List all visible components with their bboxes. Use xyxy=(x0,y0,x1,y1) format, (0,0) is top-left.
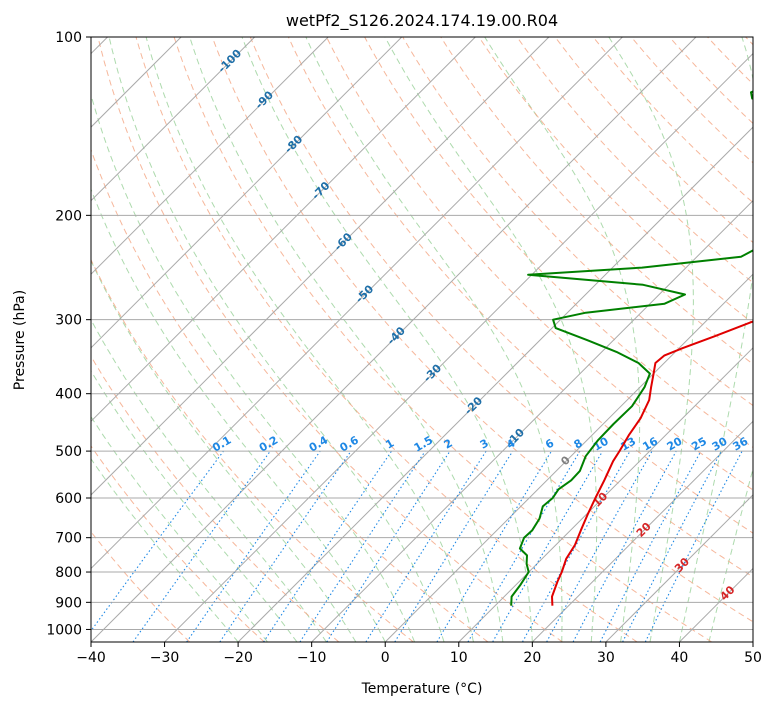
moist-adiabat-line xyxy=(708,467,753,642)
mixing-ratio-line xyxy=(644,450,743,642)
isotherms xyxy=(91,37,753,642)
isotherm-line xyxy=(458,347,753,642)
dry-adiabat-line xyxy=(249,37,753,578)
isotherm-line xyxy=(91,37,697,642)
isotherm-line xyxy=(605,494,753,642)
moist-adiabat-line xyxy=(384,37,598,642)
mixing-ratio-line xyxy=(186,450,321,642)
y-axis-ticks: 1000 900 800 700 600 500 400 300 200 100 xyxy=(46,30,91,638)
isotherm-line xyxy=(164,52,753,642)
dry-adiabat-line xyxy=(173,37,713,642)
y-tick-label: 800 xyxy=(55,565,82,581)
isotherm-line xyxy=(91,37,550,496)
y-tick-label: 100 xyxy=(55,30,82,46)
y-tick-label: 700 xyxy=(55,531,82,547)
moist-adiabat-line xyxy=(91,259,357,642)
moist-adiabat-line xyxy=(241,37,533,642)
temperature-profile-line xyxy=(551,320,753,606)
moist-adiabat-line xyxy=(91,369,298,642)
pressure-gridlines xyxy=(91,37,753,630)
y-tick-label: 500 xyxy=(55,444,82,460)
y-axis-label: Pressure (hPa) xyxy=(12,290,28,390)
isotherm-line xyxy=(237,126,753,642)
isotherm-line xyxy=(384,273,753,642)
y-tick-label: 200 xyxy=(55,208,82,224)
sounding-series xyxy=(510,90,753,606)
y-tick-label: 400 xyxy=(55,387,82,403)
y-tick-label: 900 xyxy=(55,595,82,611)
x-tick-label: −10 xyxy=(297,650,327,666)
x-axis-ticks: −40 −30 −20 −10 0 10 20 30 40 50 xyxy=(76,642,762,666)
mixing-ratio-line xyxy=(326,450,451,642)
dry-adiabat-line xyxy=(97,37,563,642)
mixing-ratio-line xyxy=(299,450,426,642)
x-tick-label: 50 xyxy=(744,650,762,666)
dewpoint-profile-line xyxy=(510,90,753,606)
x-tick-label: 0 xyxy=(381,650,390,666)
isotherm-line xyxy=(311,199,753,642)
plot-frame xyxy=(90,36,754,643)
mixing-ratio-line xyxy=(219,450,352,642)
moist-adiabat-line xyxy=(108,37,445,642)
moist-adiabat-line xyxy=(189,37,504,642)
dry-adiabat-line xyxy=(91,258,414,642)
moist-adiabat-line xyxy=(608,37,694,642)
mixing-ratio-line xyxy=(91,450,224,632)
mixing-ratio-line xyxy=(572,450,677,642)
dry-adiabat-line xyxy=(326,37,753,491)
moist-adiabat-line xyxy=(145,37,474,642)
moist-adiabat-line xyxy=(91,188,386,642)
mixing-ratio-line xyxy=(522,450,631,642)
y-tick-label: 300 xyxy=(55,313,82,329)
x-axis-label: Temperature (°C) xyxy=(361,681,483,697)
mixing-ratio-line xyxy=(394,450,514,642)
dry-adiabat-line xyxy=(135,37,638,642)
isotherm-line xyxy=(91,37,329,275)
chart-title: wetPf2_S126.2024.174.19.00.R04 xyxy=(286,11,558,31)
moist-adiabat-line xyxy=(91,457,239,642)
dry-adiabat-line xyxy=(287,37,753,534)
moist-adiabat-line xyxy=(305,37,563,642)
isotherm-line xyxy=(91,37,256,202)
moist-adiabat-line xyxy=(484,37,641,642)
x-tick-label: −20 xyxy=(223,650,253,666)
x-tick-label: 10 xyxy=(450,650,468,666)
isotherm-line xyxy=(91,37,623,570)
x-tick-label: −30 xyxy=(150,650,180,666)
mixing-ratio-line xyxy=(546,450,653,642)
moist-adiabats xyxy=(91,37,753,642)
isotherm-line xyxy=(531,420,753,642)
y-tick-label: 1000 xyxy=(46,622,82,638)
moist-adiabat-line xyxy=(678,37,753,642)
isotherm-line xyxy=(91,37,476,423)
isotherm-line xyxy=(91,37,403,349)
mixing-ratio-line xyxy=(263,450,392,642)
x-tick-label: 30 xyxy=(597,650,615,666)
plot-area: -100-90-80-70-60-50-40-30-20-10010203040… xyxy=(91,37,753,642)
dry-adiabat-line xyxy=(91,355,340,642)
y-tick-label: 600 xyxy=(55,491,82,507)
x-tick-label: −40 xyxy=(76,650,106,666)
moist-adiabat-line xyxy=(91,318,327,642)
mixing-ratio-line xyxy=(132,450,271,642)
mixing-ratio-lines xyxy=(91,450,743,642)
dry-adiabat-line xyxy=(91,445,265,642)
x-tick-label: 20 xyxy=(523,650,541,666)
moist-adiabat-line xyxy=(91,415,268,642)
x-tick-label: 40 xyxy=(671,650,689,666)
